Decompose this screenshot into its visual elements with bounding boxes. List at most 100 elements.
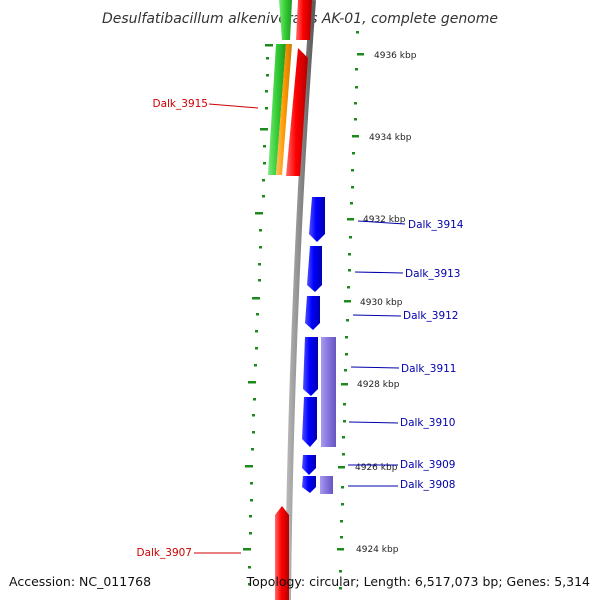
tick (342, 453, 345, 456)
outer-ticks (243, 44, 273, 586)
tick (258, 279, 261, 282)
tick (348, 269, 351, 272)
tick (252, 414, 255, 417)
tick (253, 398, 256, 401)
tick (345, 353, 348, 356)
tick (343, 420, 346, 423)
tick (248, 583, 251, 586)
gene-label-dalk-3909[interactable]: Dalk_3909 (400, 459, 456, 471)
backbone-ring (285, 0, 316, 600)
gene-dalk-3907 (275, 506, 289, 600)
scale-label: 4936 kbp (374, 51, 417, 61)
forward-genes (275, 0, 312, 600)
gene-label-dalk-3913[interactable]: Dalk_3913 (405, 268, 461, 280)
tick (343, 403, 346, 406)
tick (262, 195, 265, 198)
tick (345, 336, 348, 339)
tick (347, 218, 354, 221)
tick (259, 229, 262, 232)
tick (252, 431, 255, 434)
tick (352, 135, 359, 138)
inner-ticks (337, 31, 364, 590)
gene-label-dalk-3907[interactable]: Dalk_3907 (137, 547, 193, 559)
tick (258, 263, 261, 266)
tick (339, 570, 342, 573)
gene-label-dalk-3910[interactable]: Dalk_3910 (400, 417, 456, 429)
scale-label: 4930 kbp (360, 298, 403, 308)
tick (351, 186, 354, 189)
gene-label-dalk-3908[interactable]: Dalk_3908 (400, 479, 456, 491)
tick (265, 44, 273, 47)
tick (249, 532, 252, 535)
gene-dalk-3910 (302, 397, 317, 447)
accession-label: Accession: NC_011768 (9, 574, 152, 589)
reverse-genes (302, 197, 325, 493)
tick (341, 503, 344, 506)
scale-label: 4934 kbp (369, 133, 412, 143)
gene-label-dalk-3914[interactable]: Dalk_3914 (408, 219, 464, 231)
rrna-orange-feature (276, 44, 292, 175)
rrna-green-feature (279, 0, 292, 40)
tick (265, 90, 268, 93)
tick (344, 369, 347, 372)
tick (352, 152, 355, 155)
tick (254, 364, 257, 367)
tick (248, 566, 251, 569)
tick (341, 383, 348, 386)
backbone (285, 0, 316, 600)
leader-line (354, 271, 404, 274)
tick (340, 520, 343, 523)
tick (347, 286, 350, 289)
leader-line (348, 421, 399, 424)
leader-line (208, 103, 259, 109)
scale-label: 4932 kbp (363, 215, 406, 225)
tick (339, 587, 342, 590)
tick (266, 57, 269, 60)
gene-dalk-3913 (307, 246, 322, 292)
label-leaders (194, 103, 406, 554)
gene-dalk-3912 (305, 296, 320, 330)
tick (251, 448, 254, 451)
feature-violet (321, 337, 336, 447)
gene-forward (296, 0, 312, 40)
gene-dalk-3915 (286, 48, 308, 176)
leader-line (357, 220, 406, 225)
tick (340, 536, 343, 539)
tick (250, 499, 253, 502)
tick (354, 102, 357, 105)
tick (346, 319, 349, 322)
tick (349, 236, 352, 239)
leader-line (350, 366, 400, 369)
kbp-scale: 4936 kbp 4934 kbp 4932 kbp 4930 kbp 4928… (355, 51, 417, 555)
tick (354, 118, 357, 121)
scale-label: 4924 kbp (356, 545, 399, 555)
tick (351, 169, 354, 172)
tick (260, 128, 268, 131)
rna-features (268, 0, 292, 175)
rrna-green-feature (268, 44, 286, 175)
tick (256, 313, 259, 316)
tick (263, 145, 266, 148)
gene-labels: Dalk_3915 Dalk_3914 Dalk_3913 Dalk_3912 … (137, 98, 464, 559)
tick (342, 436, 345, 439)
genome-summary: Topology: circular; Length: 6,517,073 bp… (246, 574, 590, 589)
tick (344, 300, 351, 303)
tick (265, 107, 268, 110)
tick (259, 246, 262, 249)
tick (262, 179, 265, 182)
tick (249, 515, 252, 518)
tick (357, 53, 364, 56)
gene-label-dalk-3911[interactable]: Dalk_3911 (401, 363, 457, 375)
reverse-features (320, 337, 336, 494)
tick (255, 330, 258, 333)
tick (245, 465, 253, 468)
gene-dalk-3914 (309, 197, 325, 242)
tick-marks (243, 31, 364, 590)
gene-dalk-3908 (302, 476, 316, 493)
gene-label-dalk-3912[interactable]: Dalk_3912 (403, 310, 459, 322)
tick (252, 297, 260, 300)
gene-dalk-3909 (302, 455, 316, 475)
gene-label-dalk-3915[interactable]: Dalk_3915 (153, 98, 209, 110)
gene-dalk-3911 (303, 337, 318, 396)
tick (356, 31, 359, 34)
